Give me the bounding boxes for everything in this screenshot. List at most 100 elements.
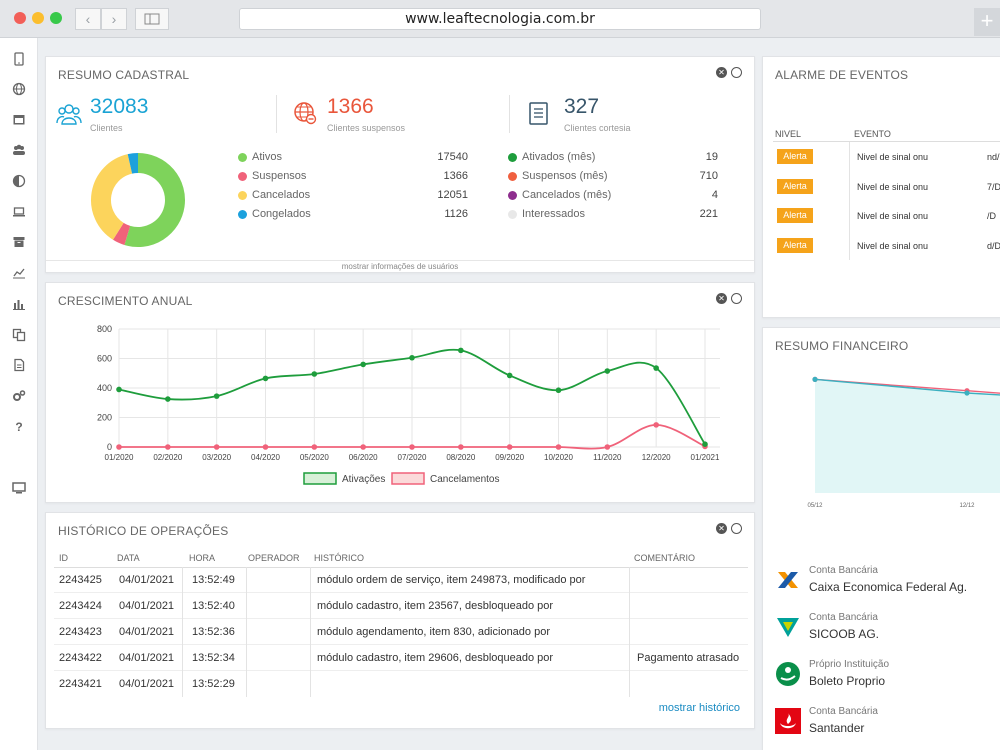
alert-badge[interactable]: Alerta xyxy=(777,149,813,164)
forward-button[interactable]: › xyxy=(101,8,127,30)
x-tick-label: 03/2020 xyxy=(202,453,231,462)
legend-label: Suspensos (mês) xyxy=(522,170,608,182)
legend-label[interactable]: Cancelamentos xyxy=(430,474,499,485)
col-nivel[interactable]: NIVEL xyxy=(775,129,802,139)
new-tab-button[interactable]: + xyxy=(974,8,1000,36)
header-divider xyxy=(54,567,748,568)
legend-dot xyxy=(238,190,247,200)
address-bar[interactable]: www.leaftecnologia.com.br xyxy=(239,8,761,30)
courtesy-count: 327 xyxy=(564,95,600,118)
collapse-panel-button[interactable] xyxy=(731,293,742,304)
courtesy-label: Clientes cortesia xyxy=(564,123,631,133)
alert-badge[interactable]: Alerta xyxy=(777,237,813,253)
table-row[interactable]: 2243425 04/01/2021 13:52:49 módulo ordem de… xyxy=(54,567,748,593)
table-row[interactable]: 2243422 04/01/2021 13:52:34 módulo cadastro… xyxy=(54,645,748,671)
users-icon[interactable] xyxy=(12,143,26,157)
copy-icon[interactable] xyxy=(12,328,26,342)
x-tick-label: 02/2020 xyxy=(153,453,182,462)
col-hora[interactable]: HORA xyxy=(189,553,216,563)
alert-badge[interactable]: Alerta xyxy=(777,178,813,194)
close-window-button[interactable] xyxy=(14,12,26,24)
data-point xyxy=(555,444,562,450)
cell-hora: 13:52:49 xyxy=(192,574,235,586)
legend-dot xyxy=(508,171,517,181)
row-divider xyxy=(54,618,748,619)
close-panel-button[interactable]: ✕ xyxy=(716,523,727,534)
data-point xyxy=(458,347,464,354)
data-point xyxy=(964,390,970,396)
bank-account-item[interactable]: Próprio Instituição Boleto Proprio xyxy=(775,659,1000,695)
bank-name: Santander xyxy=(809,721,865,735)
document-icon[interactable] xyxy=(12,358,26,372)
close-panel-button[interactable]: ✕ xyxy=(716,293,727,304)
maximize-window-button[interactable] xyxy=(50,12,62,24)
column-divider xyxy=(849,142,850,260)
monitor-icon[interactable] xyxy=(12,481,26,495)
x-tick-label: 05/2020 xyxy=(300,453,329,462)
help-icon[interactable]: ? xyxy=(15,420,23,434)
column-divider xyxy=(182,567,183,697)
legend-dot xyxy=(238,152,247,162)
col-comentario[interactable]: COMENTÁRIO xyxy=(634,553,696,563)
cell-data: 04/01/2021 xyxy=(119,652,175,664)
data-point xyxy=(213,393,220,399)
calendar-icon[interactable] xyxy=(12,112,26,126)
sidebar-toggle-button[interactable] xyxy=(135,8,169,30)
table-header: ID DATA HORA OPERADOR HISTÓRICO COMENTÁR… xyxy=(54,553,748,567)
legend-swatch xyxy=(391,472,425,485)
col-data[interactable]: DATA xyxy=(117,553,140,563)
laptop-icon[interactable] xyxy=(12,205,26,219)
legend-label[interactable]: Ativações xyxy=(342,474,385,485)
table-row[interactable]: 2243424 04/01/2021 13:52:40 módulo cadastro… xyxy=(54,593,748,619)
data-point xyxy=(311,444,318,450)
collapse-panel-button[interactable] xyxy=(731,523,742,534)
bar-chart-icon[interactable] xyxy=(12,297,26,311)
legend-item: Suspensos (mês) xyxy=(508,170,608,182)
history-table-body: 2243425 04/01/2021 13:52:49 módulo ordem de… xyxy=(54,567,748,697)
y-tick-label: 600 xyxy=(97,354,112,364)
bank-account-item[interactable]: Conta Bancária Caixa Economica Federal Ag… xyxy=(775,565,1000,601)
gears-icon[interactable] xyxy=(12,389,26,403)
globe-icon[interactable] xyxy=(12,82,26,96)
y-tick-label: 400 xyxy=(97,383,112,393)
tablet-icon[interactable] xyxy=(12,52,26,66)
bank-account-item[interactable]: Conta Bancária SICOOB AG. xyxy=(775,612,1000,648)
col-historico[interactable]: HISTÓRICO xyxy=(314,553,365,563)
table-row[interactable]: 2243421 04/01/2021 13:52:29 xyxy=(54,671,748,697)
show-user-info-link[interactable]: mostrar informações de usuários xyxy=(46,260,754,272)
legend-value: 4 xyxy=(711,189,718,201)
bank-type: Conta Bancária xyxy=(809,565,878,576)
col-id[interactable]: ID xyxy=(59,553,68,563)
donut-slice-cancelados xyxy=(91,154,133,240)
legend-item: Cancelados (mês) xyxy=(508,189,611,201)
cell-historico: módulo ordem de serviço, item 249873, mo… xyxy=(317,574,586,586)
col-operador[interactable]: OPERADOR xyxy=(248,553,300,563)
data-point xyxy=(311,371,318,377)
collapse-panel-button[interactable] xyxy=(731,67,742,78)
back-button[interactable]: ‹ xyxy=(75,8,101,30)
crescimento-anual-panel: CRESCIMENTO ANUAL ✕ 800 600 400 200 0 01/2020… xyxy=(45,282,755,503)
line-chart-icon[interactable] xyxy=(12,266,26,280)
legend-value: 1366 xyxy=(443,170,468,182)
archive-icon[interactable] xyxy=(12,235,26,249)
clients-donut-chart xyxy=(91,153,185,247)
show-history-link[interactable]: mostrar histórico xyxy=(658,702,740,714)
event-text: Nivel de sinal onu xyxy=(857,211,929,221)
minimize-window-button[interactable] xyxy=(32,12,44,24)
bank-account-item[interactable]: Conta Bancária Santander xyxy=(775,706,1000,742)
col-evento[interactable]: EVENTO xyxy=(854,129,891,139)
donut-slice-congelados xyxy=(127,153,139,174)
table-row[interactable]: 2243423 04/01/2021 13:52:36 módulo agendame… xyxy=(54,619,748,645)
suspended-label: Clientes suspensos xyxy=(327,123,406,133)
bank-name: Caixa Economica Federal Ag. xyxy=(809,580,968,594)
cell-hora: 13:52:34 xyxy=(192,652,235,664)
contrast-icon[interactable] xyxy=(12,174,26,188)
legend-value: 17540 xyxy=(437,151,468,163)
donut-slice-ativos xyxy=(124,153,185,247)
event-detail: d/D xyxy=(987,240,1000,251)
close-panel-button[interactable]: ✕ xyxy=(716,67,727,78)
x-tick-label: 07/2020 xyxy=(398,453,427,462)
alert-badge[interactable]: Alerta xyxy=(777,208,813,223)
panel-controls: ✕ xyxy=(716,523,742,534)
legend-label: Cancelados (mês) xyxy=(522,189,612,201)
